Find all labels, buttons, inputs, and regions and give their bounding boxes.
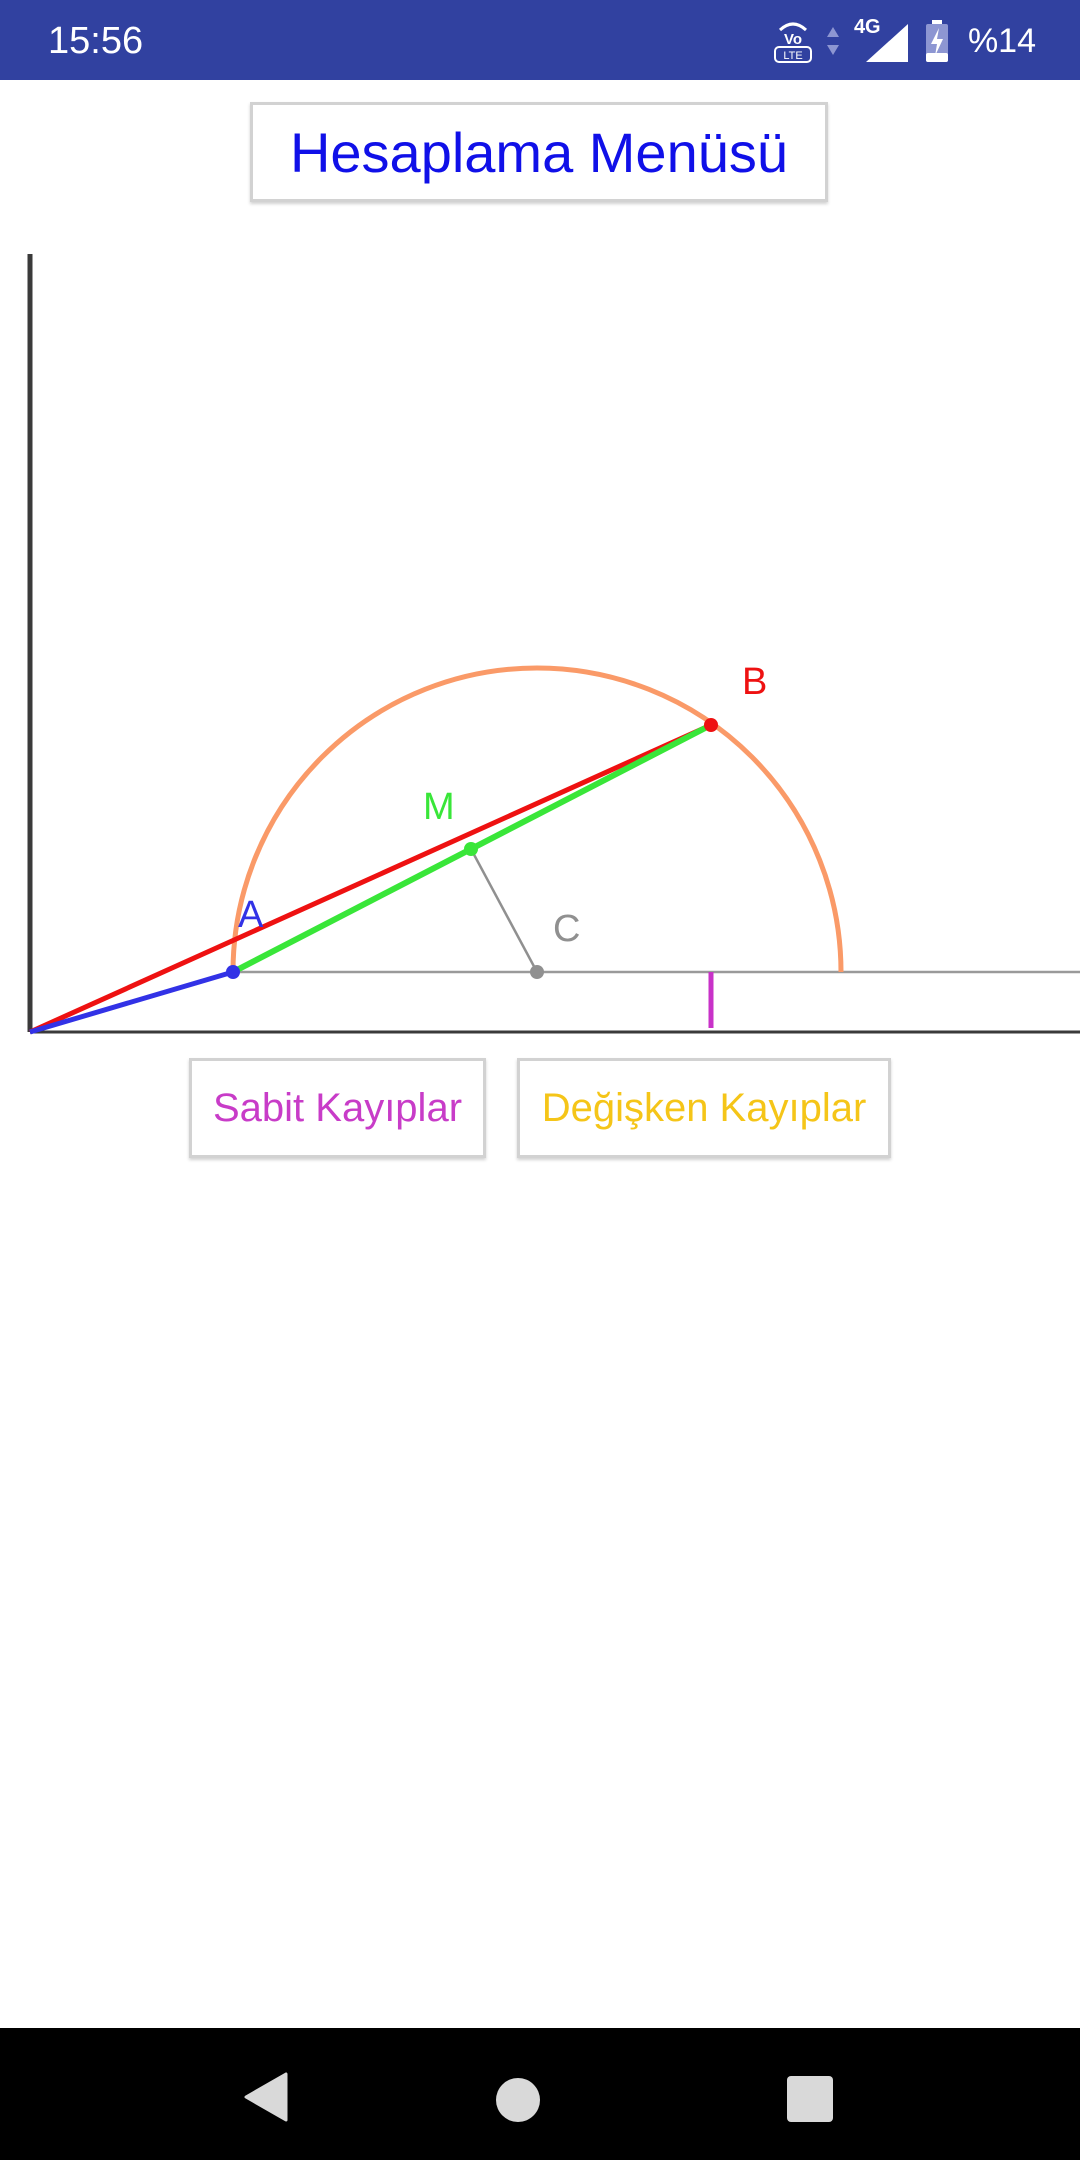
volte-icon: Vo LTE <box>773 22 812 63</box>
point-c[interactable] <box>530 965 544 979</box>
label-m: M <box>423 786 455 828</box>
status-icons: Vo LTE 4G %14 <box>772 14 1036 68</box>
home-icon[interactable] <box>496 2078 540 2122</box>
battery-charging-icon <box>925 20 948 62</box>
semicircle-arc <box>230 665 844 973</box>
blue-line-oa <box>29 969 234 1035</box>
status-bar: 15:56 Vo LTE 4G %14 <box>0 0 1080 80</box>
red-line-ob <box>28 722 713 1035</box>
calculation-menu-button[interactable]: Hesaplama Menüsü <box>250 102 828 202</box>
fixed-losses-label: Sabit Kayıplar <box>212 1085 463 1130</box>
recents-icon[interactable] <box>787 2076 833 2122</box>
back-icon[interactable] <box>244 2072 288 2122</box>
point-m[interactable] <box>464 842 478 856</box>
fixed-losses-button[interactable]: Sabit Kayıplar <box>189 1058 486 1158</box>
variable-losses-label: Değişken Kayıplar <box>541 1085 867 1130</box>
label-a: A <box>238 894 264 936</box>
variable-losses-button[interactable]: Değişken Kayıplar <box>517 1058 891 1158</box>
point-a[interactable] <box>226 965 240 979</box>
network-type: 4G <box>853 16 881 38</box>
signal-icon <box>865 24 908 62</box>
label-c: C <box>553 908 580 950</box>
segment-cm <box>469 848 539 973</box>
label-b: B <box>742 661 767 703</box>
svg-text:Vo: Vo <box>784 31 802 48</box>
navigation-bar <box>0 2028 1080 2160</box>
loss-diagram: A B M C <box>27 254 1080 1035</box>
calculation-menu-label: Hesaplama Menüsü <box>289 120 789 184</box>
data-arrows-icon <box>826 27 839 55</box>
point-b[interactable] <box>704 718 718 732</box>
battery-percent: %14 <box>967 22 1036 60</box>
svg-text:LTE: LTE <box>783 50 802 62</box>
status-time: 15:56 <box>48 20 144 62</box>
